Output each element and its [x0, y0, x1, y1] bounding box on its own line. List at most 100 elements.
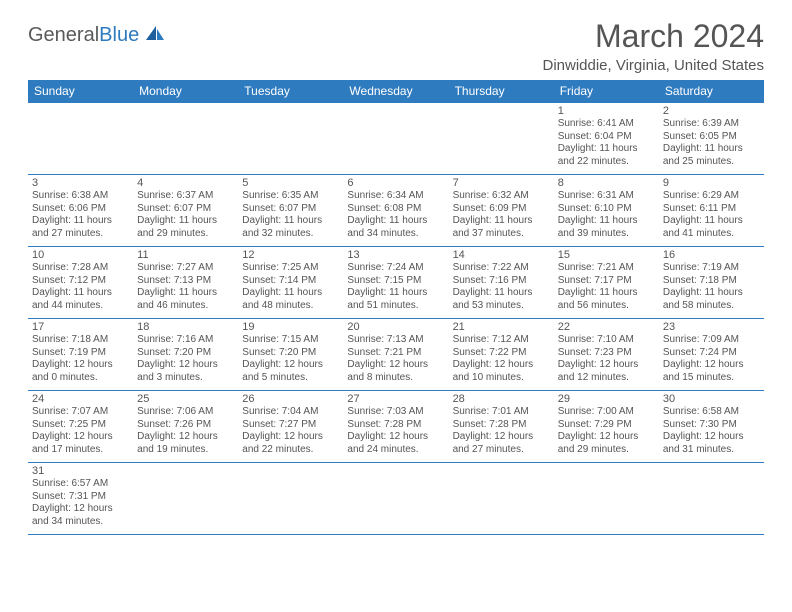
daylight-text: Daylight: 12 hours and 8 minutes.	[347, 359, 444, 384]
day-number: 24	[32, 393, 129, 405]
daylight-text: Daylight: 11 hours and 48 minutes.	[242, 287, 339, 312]
daylight-text: Daylight: 11 hours and 32 minutes.	[242, 215, 339, 240]
sunrise-text: Sunrise: 7:22 AM	[453, 262, 550, 275]
sunset-text: Sunset: 7:17 PM	[558, 275, 655, 288]
calendar-cell: 31Sunrise: 6:57 AMSunset: 7:31 PMDayligh…	[28, 463, 133, 535]
daylight-text: Daylight: 12 hours and 24 minutes.	[347, 431, 444, 456]
daylight-text: Daylight: 11 hours and 27 minutes.	[32, 215, 129, 240]
day-number: 11	[137, 249, 234, 261]
calendar-week: 3Sunrise: 6:38 AMSunset: 6:06 PMDaylight…	[28, 175, 764, 247]
calendar-cell: 15Sunrise: 7:21 AMSunset: 7:17 PMDayligh…	[554, 247, 659, 319]
sunrise-text: Sunrise: 7:16 AM	[137, 334, 234, 347]
calendar-cell: 7Sunrise: 6:32 AMSunset: 6:09 PMDaylight…	[449, 175, 554, 247]
calendar-cell	[554, 463, 659, 535]
sunrise-text: Sunrise: 7:18 AM	[32, 334, 129, 347]
sunrise-text: Sunrise: 6:57 AM	[32, 478, 129, 491]
sunset-text: Sunset: 7:28 PM	[347, 419, 444, 432]
calendar-cell	[238, 463, 343, 535]
calendar-cell: 30Sunrise: 6:58 AMSunset: 7:30 PMDayligh…	[659, 391, 764, 463]
sunset-text: Sunset: 7:22 PM	[453, 347, 550, 360]
sunset-text: Sunset: 6:07 PM	[242, 203, 339, 216]
title-block: March 2024 Dinwiddie, Virginia, United S…	[542, 18, 764, 74]
sunrise-text: Sunrise: 6:38 AM	[32, 190, 129, 203]
day-number: 7	[453, 177, 550, 189]
calendar-table: SundayMondayTuesdayWednesdayThursdayFrid…	[28, 80, 764, 535]
sunrise-text: Sunrise: 6:39 AM	[663, 118, 760, 131]
day-number: 29	[558, 393, 655, 405]
daylight-text: Daylight: 11 hours and 22 minutes.	[558, 143, 655, 168]
calendar-cell: 9Sunrise: 6:29 AMSunset: 6:11 PMDaylight…	[659, 175, 764, 247]
calendar-cell: 10Sunrise: 7:28 AMSunset: 7:12 PMDayligh…	[28, 247, 133, 319]
sunset-text: Sunset: 7:27 PM	[242, 419, 339, 432]
calendar-cell	[449, 103, 554, 175]
location-text: Dinwiddie, Virginia, United States	[542, 57, 764, 74]
day-number: 21	[453, 321, 550, 333]
day-number: 18	[137, 321, 234, 333]
daylight-text: Daylight: 11 hours and 41 minutes.	[663, 215, 760, 240]
day-number: 25	[137, 393, 234, 405]
calendar-cell: 2Sunrise: 6:39 AMSunset: 6:05 PMDaylight…	[659, 103, 764, 175]
logo-text: GeneralBlue	[28, 24, 139, 47]
sunrise-text: Sunrise: 7:25 AM	[242, 262, 339, 275]
sunset-text: Sunset: 7:29 PM	[558, 419, 655, 432]
calendar-week: 24Sunrise: 7:07 AMSunset: 7:25 PMDayligh…	[28, 391, 764, 463]
daylight-text: Daylight: 12 hours and 29 minutes.	[558, 431, 655, 456]
calendar-week: 1Sunrise: 6:41 AMSunset: 6:04 PMDaylight…	[28, 103, 764, 175]
sunset-text: Sunset: 7:12 PM	[32, 275, 129, 288]
day-number: 30	[663, 393, 760, 405]
page-title: March 2024	[542, 18, 764, 55]
sunset-text: Sunset: 7:16 PM	[453, 275, 550, 288]
sunset-text: Sunset: 7:24 PM	[663, 347, 760, 360]
calendar-cell	[449, 463, 554, 535]
daylight-text: Daylight: 11 hours and 44 minutes.	[32, 287, 129, 312]
day-number: 4	[137, 177, 234, 189]
sunrise-text: Sunrise: 7:28 AM	[32, 262, 129, 275]
sunrise-text: Sunrise: 7:03 AM	[347, 406, 444, 419]
sunrise-text: Sunrise: 6:29 AM	[663, 190, 760, 203]
sunrise-text: Sunrise: 7:24 AM	[347, 262, 444, 275]
sunset-text: Sunset: 6:06 PM	[32, 203, 129, 216]
sunset-text: Sunset: 6:10 PM	[558, 203, 655, 216]
sunset-text: Sunset: 7:21 PM	[347, 347, 444, 360]
daylight-text: Daylight: 11 hours and 34 minutes.	[347, 215, 444, 240]
daylight-text: Daylight: 12 hours and 12 minutes.	[558, 359, 655, 384]
day-number: 5	[242, 177, 339, 189]
daylight-text: Daylight: 12 hours and 27 minutes.	[453, 431, 550, 456]
sunset-text: Sunset: 7:19 PM	[32, 347, 129, 360]
day-number: 19	[242, 321, 339, 333]
daylight-text: Daylight: 12 hours and 10 minutes.	[453, 359, 550, 384]
sunrise-text: Sunrise: 7:15 AM	[242, 334, 339, 347]
daylight-text: Daylight: 12 hours and 3 minutes.	[137, 359, 234, 384]
day-number: 27	[347, 393, 444, 405]
calendar-cell: 21Sunrise: 7:12 AMSunset: 7:22 PMDayligh…	[449, 319, 554, 391]
day-number: 9	[663, 177, 760, 189]
sunset-text: Sunset: 7:20 PM	[242, 347, 339, 360]
sunset-text: Sunset: 7:18 PM	[663, 275, 760, 288]
logo-general: General	[28, 24, 99, 46]
sunset-text: Sunset: 6:11 PM	[663, 203, 760, 216]
sunset-text: Sunset: 7:25 PM	[32, 419, 129, 432]
calendar-cell: 4Sunrise: 6:37 AMSunset: 6:07 PMDaylight…	[133, 175, 238, 247]
sunrise-text: Sunrise: 7:09 AM	[663, 334, 760, 347]
sunset-text: Sunset: 7:20 PM	[137, 347, 234, 360]
sunset-text: Sunset: 6:07 PM	[137, 203, 234, 216]
weekday-header: Saturday	[659, 80, 764, 103]
sunset-text: Sunset: 7:28 PM	[453, 419, 550, 432]
daylight-text: Daylight: 12 hours and 34 minutes.	[32, 503, 129, 528]
daylight-text: Daylight: 12 hours and 5 minutes.	[242, 359, 339, 384]
sunset-text: Sunset: 7:26 PM	[137, 419, 234, 432]
calendar-cell: 3Sunrise: 6:38 AMSunset: 6:06 PMDaylight…	[28, 175, 133, 247]
calendar-cell: 29Sunrise: 7:00 AMSunset: 7:29 PMDayligh…	[554, 391, 659, 463]
calendar-cell: 13Sunrise: 7:24 AMSunset: 7:15 PMDayligh…	[343, 247, 448, 319]
sunset-text: Sunset: 6:09 PM	[453, 203, 550, 216]
calendar-cell: 8Sunrise: 6:31 AMSunset: 6:10 PMDaylight…	[554, 175, 659, 247]
weekday-header: Wednesday	[343, 80, 448, 103]
sunrise-text: Sunrise: 6:35 AM	[242, 190, 339, 203]
sunset-text: Sunset: 7:15 PM	[347, 275, 444, 288]
daylight-text: Daylight: 12 hours and 17 minutes.	[32, 431, 129, 456]
sunset-text: Sunset: 7:31 PM	[32, 491, 129, 504]
calendar-cell	[133, 463, 238, 535]
day-number: 1	[558, 105, 655, 117]
sunrise-text: Sunrise: 7:06 AM	[137, 406, 234, 419]
sunrise-text: Sunrise: 7:13 AM	[347, 334, 444, 347]
